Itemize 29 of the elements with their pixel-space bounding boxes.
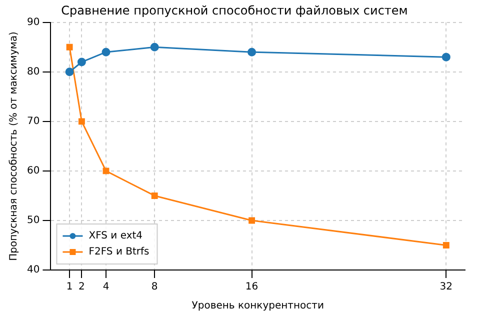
x-tick-label: 8: [151, 282, 158, 293]
y-tick-label: 80: [26, 66, 40, 78]
x-tick-label: 32: [440, 282, 453, 293]
x-tick-label: 4: [102, 282, 110, 293]
legend-label: F2FS и Btrfs: [88, 246, 150, 258]
x-tick-label: 16: [245, 282, 258, 293]
point: [442, 242, 450, 248]
point: [65, 68, 74, 76]
x-axis-title: Уровень конкурентности: [192, 300, 324, 312]
point: [78, 118, 85, 125]
legend-label: XFS и ext4: [88, 230, 143, 242]
x-tick-label: 1: [66, 282, 73, 293]
y-tick-label: 70: [26, 116, 40, 128]
y-tick-label: 90: [26, 16, 40, 28]
point: [248, 217, 256, 224]
y-axis-title: Пропускная способность (% от максимума): [8, 31, 20, 261]
y-tick-label: 40: [26, 264, 40, 276]
point: [150, 42, 159, 52]
chart-title: Сравнение пропускной способности файловых систем: [61, 3, 408, 18]
y-tick-label: 50: [26, 215, 40, 226]
point: [77, 58, 86, 66]
point: [151, 192, 158, 199]
point: [442, 52, 450, 62]
point: [248, 48, 256, 56]
y-tick-label: 60: [26, 166, 40, 177]
point: [66, 44, 73, 50]
point: [102, 48, 110, 56]
point: [102, 168, 110, 174]
x-tick-label: 2: [78, 282, 85, 293]
